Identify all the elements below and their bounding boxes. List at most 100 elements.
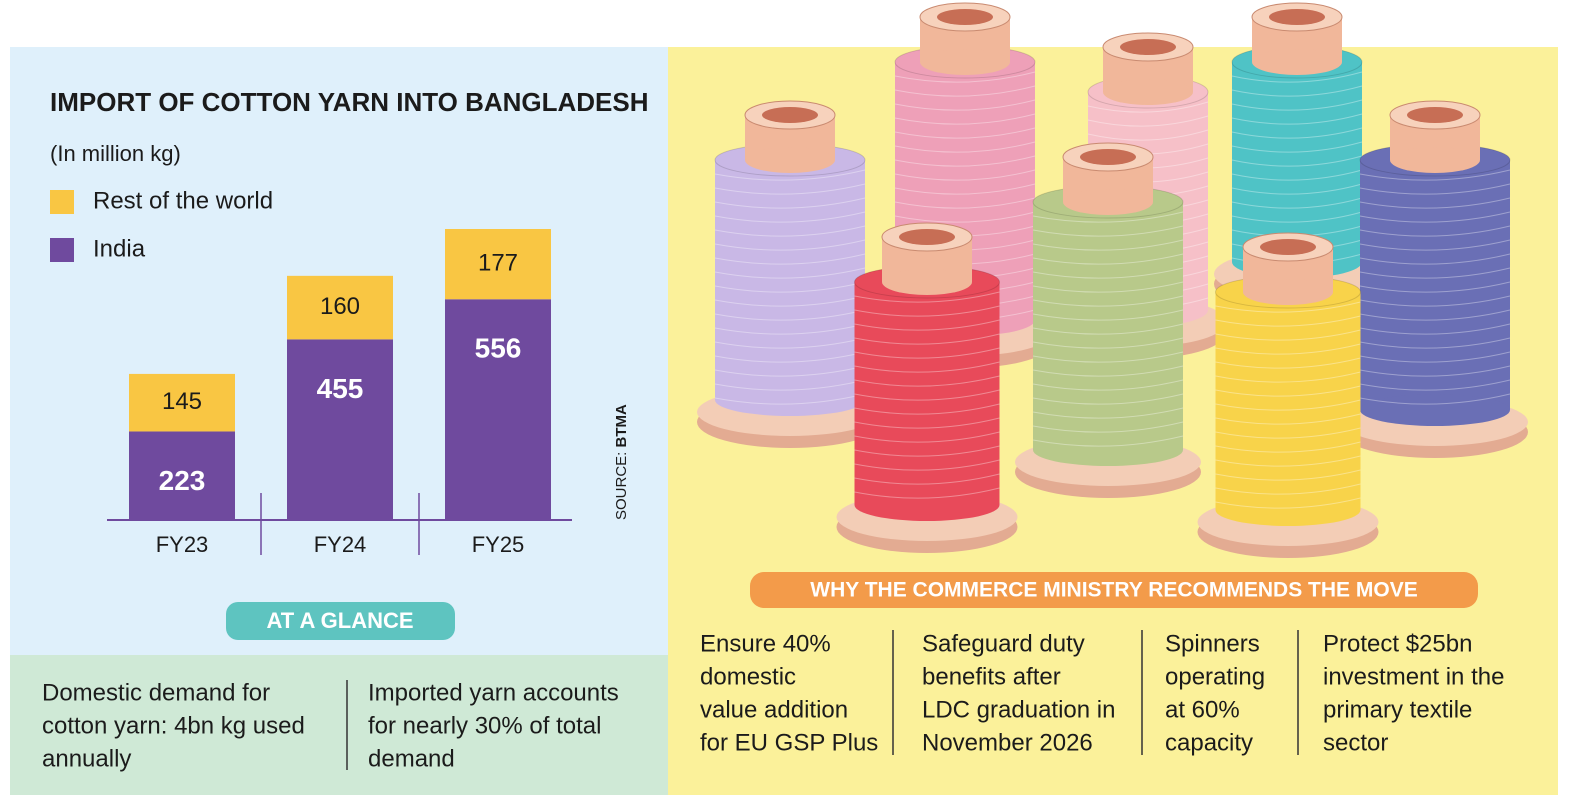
spool-thread xyxy=(894,85,1036,97)
legend-label: Rest of the world xyxy=(93,187,273,214)
spool-thread xyxy=(1231,113,1363,125)
glance-title: AT A GLANCE xyxy=(266,608,413,633)
spool-thread xyxy=(1032,239,1184,251)
info-text: value addition xyxy=(700,696,848,723)
spool-thread xyxy=(854,347,1000,359)
spool-thread xyxy=(1215,329,1361,341)
spool-thread xyxy=(1359,211,1511,223)
spool-thread xyxy=(1359,337,1511,349)
spool-thread xyxy=(1087,101,1209,113)
spool-thread xyxy=(1359,295,1511,307)
spool-thread xyxy=(1032,281,1184,293)
info-text: Imported yarn accounts xyxy=(368,679,619,706)
spool-thread xyxy=(1032,351,1184,363)
spool-cap xyxy=(920,49,1010,75)
spool-thread xyxy=(1359,379,1511,391)
spool-thread xyxy=(1215,427,1361,439)
spool-body xyxy=(854,282,1000,505)
spool-thread xyxy=(1215,315,1361,327)
spool-body xyxy=(1215,292,1361,510)
spool-body xyxy=(1033,202,1183,450)
spool-thread xyxy=(854,361,1000,373)
info-text: primary textile xyxy=(1323,696,1472,723)
spool-thread xyxy=(714,351,866,363)
info-text: domestic xyxy=(700,663,796,690)
spool-thread xyxy=(714,309,866,321)
spool-thread xyxy=(1359,225,1511,237)
spool-thread xyxy=(714,183,866,195)
info-text: sector xyxy=(1323,729,1388,756)
spool-thread xyxy=(1032,421,1184,433)
spool-body xyxy=(1033,434,1183,466)
spool-thread xyxy=(1231,211,1363,223)
spool-body xyxy=(1215,494,1361,526)
source: SOURCE: BTMA xyxy=(613,404,630,520)
spool-thread xyxy=(714,337,866,349)
spool-thread xyxy=(1087,115,1209,127)
info-text: Protect $25bn xyxy=(1323,630,1472,657)
reasons-title: WHY THE COMMERCE MINISTRY RECOMMENDS THE… xyxy=(810,579,1417,602)
spool-thread xyxy=(714,169,866,181)
spool-thread xyxy=(1215,301,1361,313)
info-text: for nearly 30% of total xyxy=(368,712,601,739)
spool-body xyxy=(715,384,865,416)
spool-thread xyxy=(1215,441,1361,453)
spool-thread xyxy=(854,375,1000,387)
spool-hole xyxy=(1120,39,1176,55)
spool-thread xyxy=(894,169,1036,181)
spool-cap xyxy=(1243,279,1333,305)
spool-thread xyxy=(854,389,1000,401)
spool-thread xyxy=(894,211,1036,223)
value-label: 160 xyxy=(320,293,360,320)
spool-thread xyxy=(714,295,866,307)
spool-thread xyxy=(854,473,1000,485)
spool-thread xyxy=(714,197,866,209)
chart-title: IMPORT OF COTTON YARN INTO BANGLADESH xyxy=(50,87,649,117)
spool-thread xyxy=(1359,239,1511,251)
info-text: operating xyxy=(1165,663,1265,690)
value-label: 177 xyxy=(478,249,518,276)
spool-thread xyxy=(1359,393,1511,405)
bar-segment xyxy=(129,373,235,432)
spool-body xyxy=(854,489,1000,521)
spool-thread xyxy=(714,239,866,251)
spool-thread xyxy=(1087,129,1209,141)
spool-thread xyxy=(1231,71,1363,83)
spool-hole xyxy=(899,229,955,245)
spool-thread xyxy=(714,379,866,391)
spool-body xyxy=(1232,62,1362,262)
spool-thread xyxy=(1231,155,1363,167)
spool-thread xyxy=(1032,407,1184,419)
spool-cap xyxy=(1103,79,1193,105)
spool-thread xyxy=(854,487,1000,499)
info-text: Spinners xyxy=(1165,630,1260,657)
spool-thread xyxy=(1032,365,1184,377)
spool-thread xyxy=(854,333,1000,345)
spool-thread xyxy=(1215,357,1361,369)
spool-hole xyxy=(1260,239,1316,255)
spool-thread xyxy=(854,459,1000,471)
bar-segment xyxy=(287,339,393,520)
info-text: LDC graduation in xyxy=(922,696,1115,723)
spool-body xyxy=(1360,160,1510,410)
info-text: Ensure 40% xyxy=(700,630,831,657)
bar-segment xyxy=(287,275,393,340)
info-text: at 60% xyxy=(1165,696,1240,723)
spool-thread xyxy=(1032,323,1184,335)
spool-thread xyxy=(1032,225,1184,237)
spool-thread xyxy=(894,127,1036,139)
spool-thread xyxy=(1032,393,1184,405)
info-text: Safeguard duty xyxy=(922,630,1085,657)
legend-swatch xyxy=(50,190,74,214)
x-tick-label: FY25 xyxy=(472,532,525,557)
spool-thread xyxy=(1032,309,1184,321)
spool-cap xyxy=(1063,189,1153,215)
x-tick-label: FY24 xyxy=(314,532,367,557)
spool-thread xyxy=(1215,343,1361,355)
source-name: BTMA xyxy=(613,404,630,447)
spool-thread xyxy=(1032,211,1184,223)
info-text: investment in the xyxy=(1323,663,1504,690)
spool-thread xyxy=(1215,497,1361,509)
legend-label: India xyxy=(93,235,146,262)
